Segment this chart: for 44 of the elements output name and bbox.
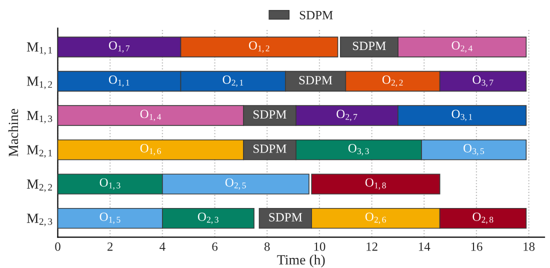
annotation: SDPM	[352, 42, 386, 50]
x-tick-label: 2	[108, 242, 113, 251]
annotation: O$_{2,2}$	[382, 76, 403, 87]
annotation: O$_{1,4}$	[140, 110, 162, 122]
y-tick-label: M$_{2,1}$	[26, 145, 52, 158]
x-tick-label: 8	[264, 242, 270, 251]
annotation: O$_{1,7}$	[108, 41, 130, 53]
annotation: O$_{3,3}$	[348, 144, 369, 156]
annotation: O$_{1,5}$	[100, 212, 120, 224]
annotation: O$_{2,3}$	[198, 212, 218, 224]
x-axis-title: Time (h)	[277, 254, 325, 268]
annotation: O$_{1,8}$	[365, 178, 386, 190]
x-tick-label: 4	[160, 242, 166, 251]
annotation: SDPM	[269, 213, 302, 222]
annotation: O$_{2,7}$	[336, 110, 358, 122]
annotation: SDPM	[254, 144, 286, 153]
annotation: SDPM	[299, 76, 332, 84]
annotation: O$_{3,7}$	[472, 76, 494, 87]
y-tick-label: M$_{1,1}$	[26, 42, 52, 55]
x-tick-label: 14	[418, 242, 430, 251]
y-tick-label: M$_{2,2}$	[26, 179, 52, 192]
y-tick-label: M$_{1,3}$	[26, 110, 52, 124]
annotation: SDPM	[254, 110, 286, 119]
annotation: O$_{2,4}$	[452, 41, 472, 53]
y-axis-title: Machine	[8, 108, 18, 157]
x-tick-label: 0	[55, 242, 60, 251]
annotation: O$_{1,2}$	[248, 41, 270, 53]
annotation: O$_{2,6}$	[365, 212, 386, 224]
annotation: O$_{1,1}$	[108, 76, 130, 87]
x-tick-label: 12	[366, 242, 378, 251]
x-tick-label: 18	[524, 242, 535, 251]
legend-label: SDPM	[300, 10, 333, 20]
annotation: O$_{3,5}$	[464, 144, 484, 156]
x-tick-label: 10	[314, 242, 326, 251]
x-tick-label: 6	[212, 242, 218, 251]
annotation: O$_{1,6}$	[140, 144, 161, 156]
y-tick-label: M$_{2,3}$	[26, 214, 52, 226]
y-tick-label: M$_{1,2}$	[26, 76, 52, 90]
x-tick-label: 16	[471, 242, 482, 251]
annotation: O$_{2,5}$	[225, 178, 246, 190]
annotation: O$_{2,1}$	[222, 76, 244, 87]
annotation: O$_{1,3}$	[100, 178, 120, 190]
annotation: O$_{3,1}$	[452, 110, 472, 122]
annotation: O$_{2,8}$	[472, 212, 494, 224]
